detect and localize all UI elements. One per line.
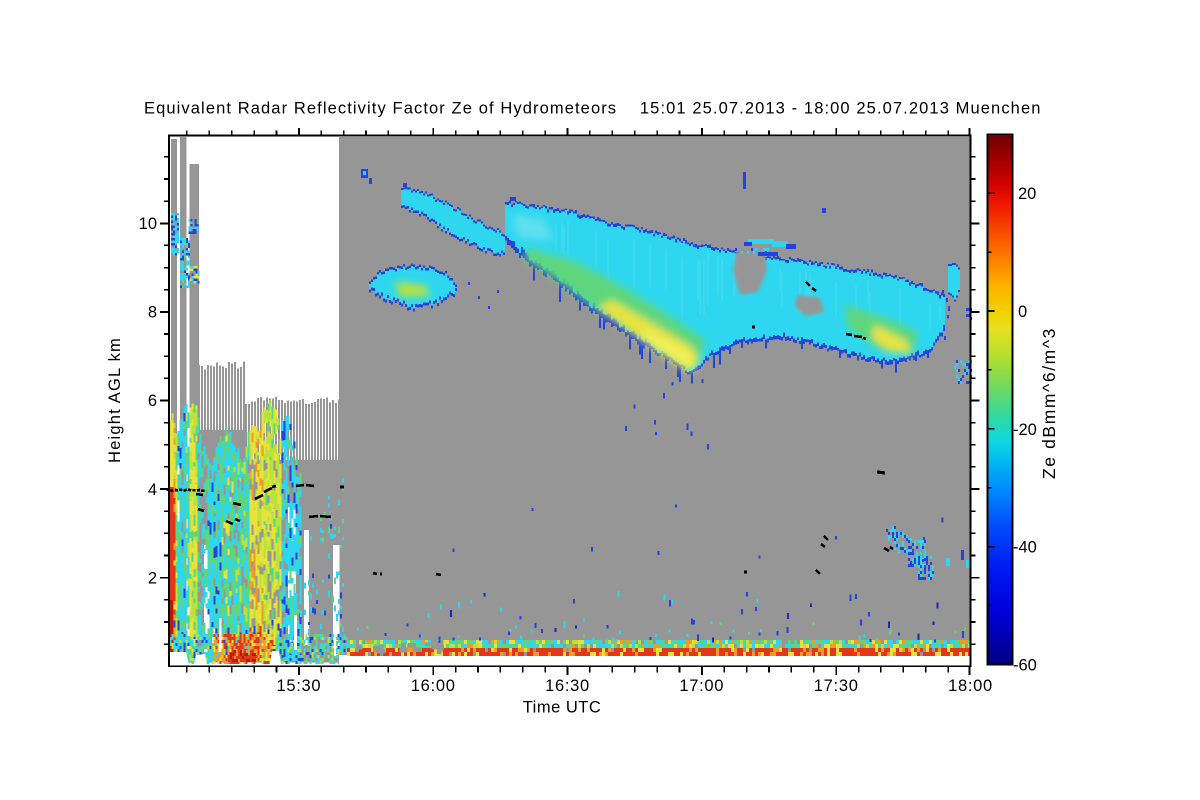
svg-text:6: 6: [148, 392, 157, 410]
svg-text:0: 0: [1018, 303, 1027, 321]
svg-text:16:30: 16:30: [545, 677, 590, 695]
svg-text:16:00: 16:00: [411, 677, 456, 695]
svg-text:2: 2: [148, 569, 157, 587]
svg-text:Ze dBmm^6/m^3: Ze dBmm^6/m^3: [1039, 327, 1059, 479]
svg-text:17:30: 17:30: [814, 677, 859, 695]
svg-text:20: 20: [1018, 185, 1036, 203]
svg-text:-60: -60: [1013, 657, 1037, 675]
svg-text:Height AGL km: Height AGL km: [106, 337, 124, 463]
svg-text:17:00: 17:00: [679, 677, 724, 695]
svg-text:15:30: 15:30: [277, 677, 322, 695]
svg-text:-20: -20: [1013, 421, 1037, 439]
svg-text:18:00: 18:00: [948, 677, 993, 695]
svg-text:10: 10: [139, 215, 157, 233]
svg-text:Time UTC: Time UTC: [523, 699, 602, 717]
svg-text:-40: -40: [1013, 539, 1037, 557]
svg-text:4: 4: [148, 481, 157, 499]
svg-text:8: 8: [148, 304, 157, 322]
svg-text:Equivalent Radar Reflectivity: Equivalent Radar Reflectivity Factor Ze …: [144, 100, 1042, 118]
